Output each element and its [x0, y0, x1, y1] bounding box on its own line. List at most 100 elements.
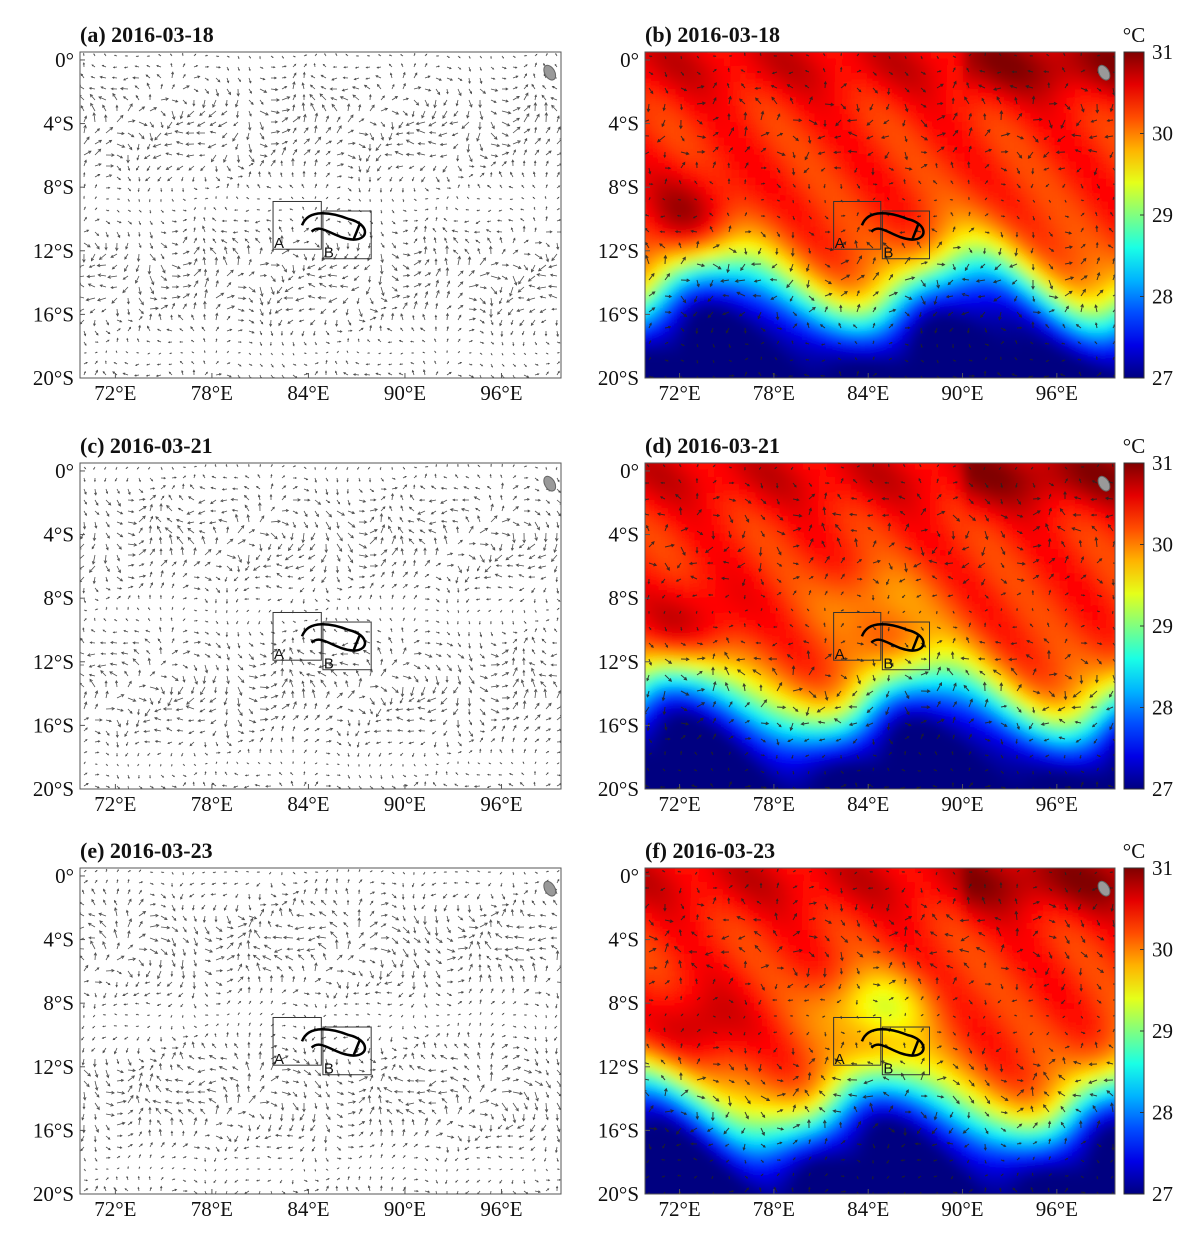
sst-cell: [827, 386, 836, 395]
sst-cell: [723, 338, 732, 347]
sst-cell: [715, 298, 724, 307]
sst-cell: [939, 90, 948, 99]
sst-cell: [891, 154, 900, 163]
sst-cell: [659, 146, 668, 155]
sst-cell: [1019, 98, 1028, 107]
sst-cell: [739, 194, 748, 203]
sst-cell: [811, 330, 820, 339]
sst-cell: [1019, 565, 1028, 574]
sst-cell: [1115, 653, 1124, 662]
sst-cell: [691, 653, 700, 662]
sst-cell: [819, 282, 828, 291]
sst-cell: [715, 170, 724, 179]
sst-cell: [723, 378, 732, 387]
sst-cell: [1115, 258, 1124, 267]
sst-cell: [1099, 501, 1108, 510]
sst-cell: [715, 621, 724, 630]
sst-cell: [651, 298, 660, 307]
sst-cell: [915, 541, 924, 550]
sst-cell: [667, 589, 676, 598]
sst-cell: [779, 90, 788, 99]
sst-cell: [683, 597, 692, 606]
sst-cell: [931, 234, 940, 243]
x-tick-label: 90°E: [941, 381, 983, 405]
sst-cell: [891, 42, 900, 51]
sst-cell: [779, 461, 788, 470]
sst-cell: [1027, 549, 1036, 558]
sst-cell: [699, 290, 708, 299]
sst-cell: [779, 274, 788, 283]
sst-cell: [1083, 653, 1092, 662]
sst-cell: [683, 266, 692, 275]
sst-cell: [859, 661, 868, 670]
sst-cell: [1059, 114, 1068, 123]
sst-cell: [1019, 645, 1028, 654]
sst-cell: [987, 258, 996, 267]
sst-cell: [803, 274, 812, 283]
sst-cell: [915, 517, 924, 526]
sst-cell: [1099, 669, 1108, 678]
sst-cell: [1115, 541, 1124, 550]
sst-cell: [787, 162, 796, 171]
sst-cell: [651, 186, 660, 195]
sst-cell: [843, 266, 852, 275]
sst-cell: [1019, 693, 1028, 702]
sst-cell: [1003, 485, 1012, 494]
sst-cell: [915, 709, 924, 718]
sst-cell: [1035, 461, 1044, 470]
sst-cell: [675, 226, 684, 235]
sst-cell: [931, 386, 940, 395]
sst-cell: [723, 629, 732, 638]
sst-cell: [771, 242, 780, 251]
sst-cell: [875, 138, 884, 147]
sst-cell: [1091, 210, 1100, 219]
sst-cell: [675, 517, 684, 526]
sst-cell: [963, 42, 972, 51]
sst-cell: [1019, 74, 1028, 83]
sst-cell: [995, 346, 1004, 355]
sst-cell: [1083, 629, 1092, 638]
sst-cell: [859, 597, 868, 606]
sst-cell: [819, 386, 828, 395]
sst-cell: [675, 589, 684, 598]
sst-cell: [907, 573, 916, 582]
sst-cell: [779, 106, 788, 115]
sst-cell: [987, 362, 996, 371]
sst-cell: [691, 629, 700, 638]
sst-cell: [1083, 266, 1092, 275]
sst-cell: [795, 186, 804, 195]
sst-cell: [1115, 82, 1124, 91]
sst-cell: [819, 314, 828, 323]
sst-cell: [995, 74, 1004, 83]
sst-cell: [763, 202, 772, 211]
sst-cell: [675, 194, 684, 203]
sst-field: [635, 42, 1132, 395]
sst-cell: [779, 613, 788, 622]
sst-cell: [859, 226, 868, 235]
sst-cell: [763, 282, 772, 291]
sst-cell: [787, 170, 796, 179]
sst-cell: [1019, 274, 1028, 283]
sst-cell: [1011, 677, 1020, 686]
sst-cell: [931, 605, 940, 614]
sst-cell: [675, 653, 684, 662]
sst-cell: [827, 469, 836, 478]
sst-cell: [779, 637, 788, 646]
sst-cell: [931, 613, 940, 622]
sst-cell: [747, 122, 756, 131]
sst-cell: [1011, 130, 1020, 139]
sst-cell: [1059, 565, 1068, 574]
sst-cell: [1035, 354, 1044, 363]
sst-cell: [1099, 210, 1108, 219]
sst-cell: [683, 653, 692, 662]
sst-cell: [691, 693, 700, 702]
sst-cell: [1099, 677, 1108, 686]
sst-cell: [947, 493, 956, 502]
sst-cell: [1099, 314, 1108, 323]
sst-cell: [755, 306, 764, 315]
sst-cell: [1011, 66, 1020, 75]
sst-cell: [899, 541, 908, 550]
sst-cell: [715, 589, 724, 598]
sst-cell: [635, 557, 644, 566]
sst-cell: [931, 338, 940, 347]
